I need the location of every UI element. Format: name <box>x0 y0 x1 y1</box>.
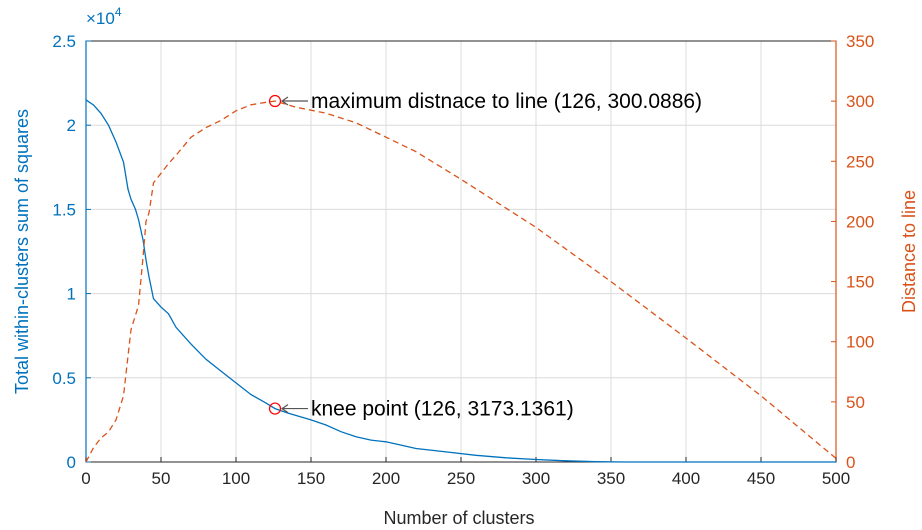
right-tick-label: 300 <box>846 92 874 111</box>
markers <box>268 94 282 415</box>
left-tick-label: 2.5 <box>52 32 76 51</box>
x-tick-label: 50 <box>152 469 171 488</box>
within-ss-line <box>85 99 836 463</box>
distance-to-line-line <box>85 100 837 463</box>
x-axis: 0 50 100 150 200 250 300 350 400 450 500 <box>81 457 850 488</box>
right-tick-label: 350 <box>846 32 874 51</box>
left-axis: 0 0.5 1 1.5 2 2.5 <box>52 32 91 472</box>
right-axis-label: Distance to line <box>899 190 919 313</box>
exponent-base: ×10 <box>86 9 115 28</box>
right-axis: 0 50 100 150 200 250 300 350 <box>831 32 874 472</box>
left-tick-label: 1.5 <box>52 200 76 219</box>
x-tick-label: 200 <box>372 469 400 488</box>
right-tick-label: 50 <box>846 393 865 412</box>
annotation-arrowhead <box>280 96 289 106</box>
exponent-power: 4 <box>115 5 122 19</box>
knee-point-marker <box>268 402 282 415</box>
knee-point-annotation: knee point (126, 3173.1361) <box>311 398 574 421</box>
x-tick-label: 150 <box>297 469 325 488</box>
right-tick-label: 100 <box>846 333 874 352</box>
right-tick-label: 200 <box>846 212 874 231</box>
annotations: maximum distnace to line (126, 300.0886)… <box>280 90 702 421</box>
right-tick-label: 0 <box>846 453 855 472</box>
max-distance-marker <box>268 94 282 108</box>
left-axis-label: Total within-clusters sum of squares <box>12 109 32 394</box>
x-tick-label: 250 <box>447 469 475 488</box>
x-tick-label: 500 <box>822 469 850 488</box>
x-tick-label: 450 <box>747 469 775 488</box>
series <box>85 99 837 463</box>
annotation-arrowhead <box>280 404 289 414</box>
left-tick-label: 2 <box>67 116 76 135</box>
x-tick-label: 300 <box>522 469 550 488</box>
right-tick-label: 150 <box>846 273 874 292</box>
max-distance-annotation: maximum distnace to line (126, 300.0886) <box>311 90 702 113</box>
left-tick-label: 0.5 <box>52 369 76 388</box>
x-tick-label: 0 <box>81 469 90 488</box>
x-axis-label: Number of clusters <box>383 508 534 528</box>
x-tick-label: 350 <box>597 469 625 488</box>
left-tick-label: 1 <box>67 285 76 304</box>
right-tick-label: 250 <box>846 152 874 171</box>
x-tick-label: 100 <box>222 469 250 488</box>
left-tick-label: 0 <box>67 453 76 472</box>
left-axis-exponent: ×104 <box>86 5 122 28</box>
x-tick-label: 400 <box>672 469 700 488</box>
